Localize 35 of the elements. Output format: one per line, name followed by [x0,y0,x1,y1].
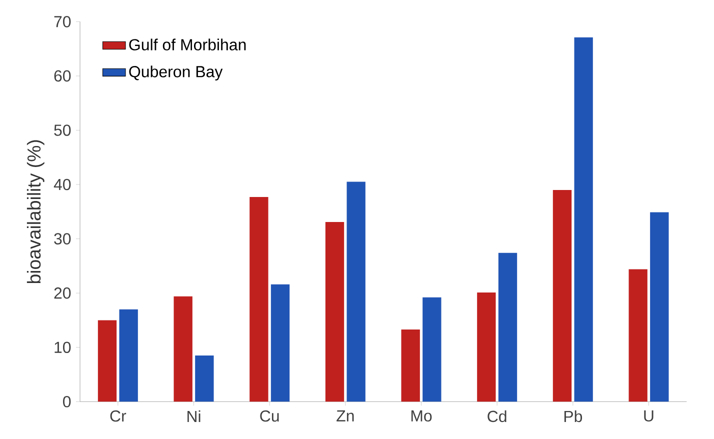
bar [346,182,366,402]
y-tick-label: 20 [54,287,71,299]
y-tick-label: 10 [54,342,71,354]
bar [498,252,518,402]
bar [650,212,669,402]
bar [119,309,138,402]
x-tick-label: Cu [260,410,279,422]
bar [477,292,496,402]
y-tick-label: 30 [54,233,71,244]
legend-label: Gulf of Morbihan [129,38,246,50]
x-tick-label: Pb [564,410,582,422]
bar [628,269,648,402]
bar [422,297,442,402]
legend-label: Quberon Bay [129,66,223,81]
bar [325,222,344,402]
x-tick-label: Ni [188,410,200,422]
y-tick-label: 70 [54,16,71,28]
x-tick-label: U [644,410,654,422]
y-tick-label: 60 [54,70,71,82]
bar [574,37,593,402]
y-tick-label: 0 [63,396,71,408]
x-tick-label: Cr [110,410,126,422]
x-tick-label: Mo [411,410,432,422]
x-tick-label: Cd [488,410,506,422]
bar [401,329,420,402]
bar [174,296,192,402]
bar [98,320,117,402]
bar [552,190,572,402]
y-tick-label: 50 [54,124,71,136]
bar [250,197,268,402]
x-tick-label: Zn [336,410,354,422]
bar [270,284,290,402]
bar [195,356,214,402]
y-tick-label: 40 [54,178,71,190]
y-axis-title: bioavailability (%) [26,140,44,284]
